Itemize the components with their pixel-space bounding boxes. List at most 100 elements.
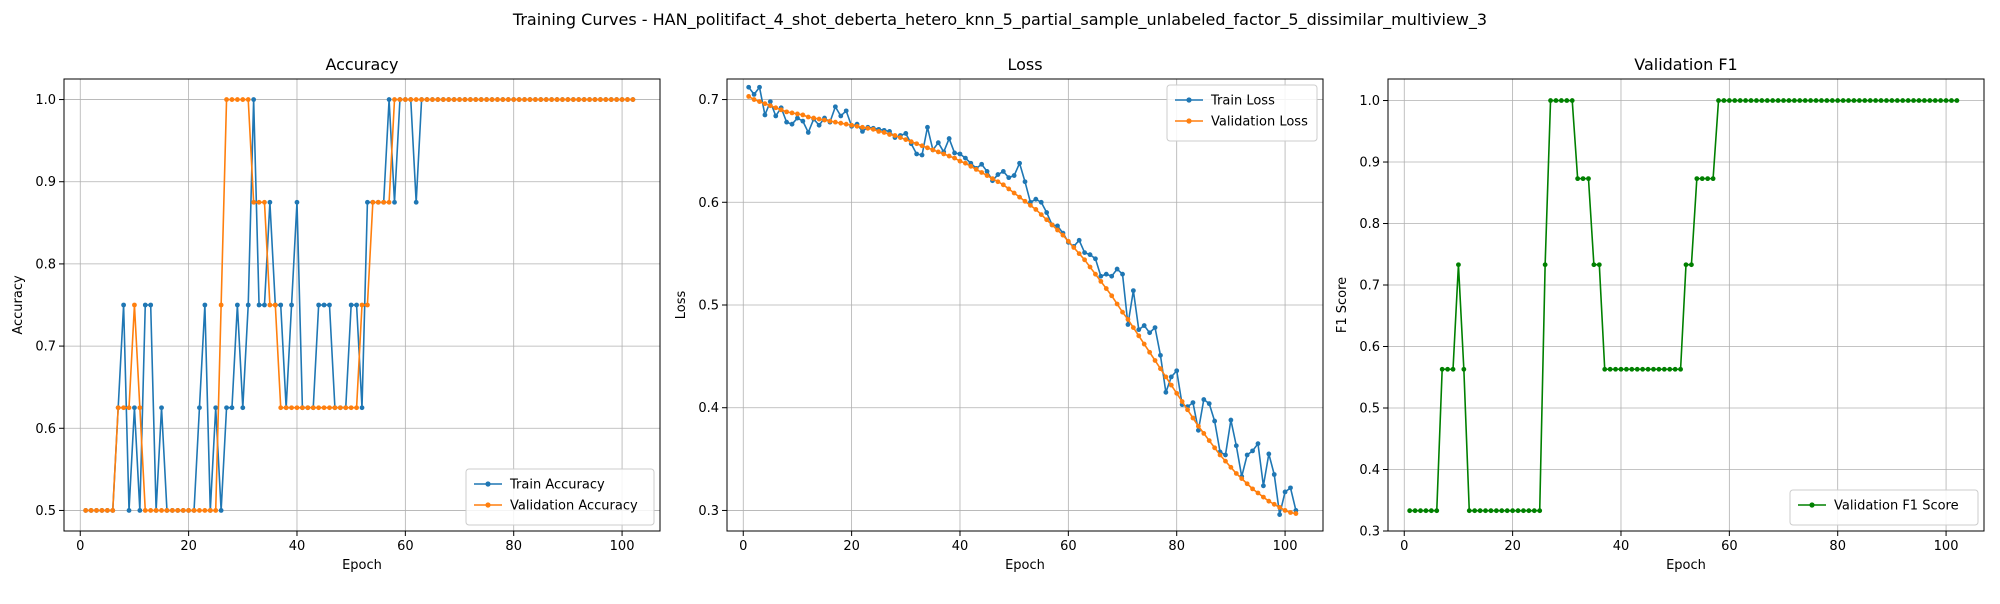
- series-2-point: [88, 508, 94, 513]
- series-1-point: [1862, 98, 1868, 103]
- series-2-point: [1130, 325, 1136, 330]
- series-1-point: [126, 508, 132, 513]
- series-2-point: [1098, 278, 1104, 284]
- y-tick-label: 0.5: [698, 299, 719, 314]
- series-2-point: [104, 508, 110, 513]
- series-1-point: [1613, 366, 1618, 372]
- series-2-point: [549, 97, 555, 102]
- series-1-point: [245, 302, 251, 308]
- series-1-point: [1450, 366, 1456, 372]
- y-tick-label: 0.3: [698, 504, 719, 519]
- y-tick-label: 0.7: [1359, 279, 1380, 294]
- series-2-point: [300, 405, 305, 411]
- series-2-point: [1082, 257, 1087, 263]
- series-2-point: [1288, 510, 1293, 515]
- series-2-point: [816, 116, 822, 122]
- series-1-point: [952, 150, 957, 156]
- series-1-point: [1618, 366, 1624, 372]
- series-2-point: [1293, 511, 1299, 516]
- series-2-point: [603, 97, 609, 102]
- series-1-point: [1656, 366, 1662, 372]
- series-2-point: [946, 153, 952, 159]
- series-1-point: [1076, 237, 1082, 243]
- series-2-point: [197, 508, 202, 513]
- x-tick-label: 100: [610, 539, 635, 554]
- series-1-point: [413, 199, 419, 205]
- series-2-point: [142, 508, 148, 513]
- series-1-point: [979, 161, 985, 167]
- series-2-point: [570, 97, 576, 102]
- series-1-point: [1445, 366, 1450, 372]
- series-1-point: [1093, 256, 1098, 262]
- series-2-point: [1125, 316, 1131, 322]
- series-1-point: [1483, 508, 1488, 514]
- series-1-point: [1667, 366, 1673, 372]
- series-1-point: [1033, 196, 1039, 202]
- series-1-point: [1461, 366, 1467, 372]
- series-1-point: [1147, 330, 1153, 336]
- series-1-point: [1813, 98, 1819, 103]
- x-tick-label: 60: [1721, 539, 1738, 554]
- legend-label: Train Accuracy: [509, 478, 605, 493]
- series-1-point: [359, 405, 365, 411]
- series-2-point: [1223, 458, 1228, 464]
- series-2-point: [435, 97, 441, 102]
- series-2-point: [1049, 222, 1055, 228]
- series-2-point: [963, 160, 968, 166]
- series-2-point: [876, 128, 882, 134]
- series-1-point: [1808, 98, 1814, 103]
- series-1-point: [1109, 273, 1115, 279]
- series-2-point: [973, 167, 979, 172]
- series-2-point: [1239, 476, 1245, 482]
- series-1-point: [1017, 160, 1022, 166]
- series-2-point: [397, 97, 403, 102]
- series-1-point: [1022, 179, 1028, 185]
- series-1-point: [800, 118, 806, 124]
- y-tick-label: 0.4: [1359, 463, 1380, 478]
- series-2-point: [457, 97, 462, 102]
- series-2-point: [159, 508, 164, 513]
- series-2-point: [800, 112, 806, 118]
- series-1-point: [1721, 98, 1727, 103]
- series-2-point: [1271, 501, 1277, 507]
- series-2-point: [581, 97, 587, 102]
- series-2-point: [207, 508, 213, 513]
- x-tick-label: 100: [1934, 539, 1959, 554]
- series-2-point: [608, 97, 614, 102]
- series-1-point: [1244, 452, 1250, 458]
- series-2-point: [121, 405, 126, 411]
- series-2-point: [408, 97, 414, 102]
- series-1-point: [202, 302, 208, 308]
- series-2-point: [1277, 504, 1283, 510]
- series-1-point: [1791, 98, 1797, 103]
- legend-box: [465, 468, 655, 526]
- series-2-point: [354, 405, 359, 411]
- series-1-point: [1120, 271, 1125, 277]
- series-2-point: [99, 508, 105, 513]
- legend-swatch-marker: [485, 502, 491, 508]
- series-1-point: [1943, 98, 1949, 103]
- series-1-point: [1678, 366, 1683, 372]
- series-2-point: [614, 97, 620, 102]
- y-tick-label: 0.6: [698, 196, 719, 211]
- series-2-point: [272, 302, 278, 308]
- series-2-point: [1190, 415, 1196, 421]
- series-1-point: [919, 152, 925, 158]
- series-1-point: [1190, 400, 1196, 405]
- series-1-point: [240, 405, 246, 411]
- series-1-point: [1277, 512, 1283, 517]
- series-1-point: [1824, 98, 1830, 103]
- chart-panel-2: 0 20 40 60 80 100 0.3 0.4 0.5 0.6 0.7 Loss Epoch Loss…: [674, 55, 1324, 573]
- series-2-point: [511, 97, 517, 102]
- series-1-point: [1629, 366, 1635, 372]
- series-1-point: [1770, 98, 1776, 103]
- series-1-point: [1726, 98, 1732, 103]
- series-2-point: [430, 97, 435, 102]
- series-1-point: [348, 302, 354, 308]
- series-2-point: [115, 405, 121, 411]
- series-1-point: [1158, 352, 1163, 358]
- series-1-point: [1261, 483, 1266, 489]
- series-2-point: [532, 97, 538, 102]
